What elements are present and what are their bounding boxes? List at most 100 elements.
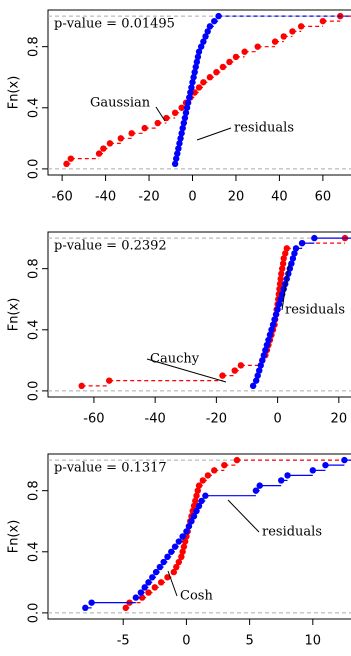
point [185, 523, 193, 530]
point [122, 604, 129, 612]
point [215, 12, 222, 20]
point [297, 23, 305, 30]
point [184, 99, 192, 106]
point [226, 58, 233, 66]
point [241, 48, 248, 55]
point [194, 53, 202, 61]
y-tick-label: 0.4 [27, 541, 42, 562]
point [322, 461, 329, 469]
point [259, 357, 266, 364]
point [179, 533, 186, 540]
point [254, 372, 261, 379]
point [174, 150, 181, 157]
point [176, 140, 183, 147]
point [138, 594, 146, 601]
point [82, 604, 89, 612]
point [271, 38, 279, 45]
label-arrow [227, 499, 260, 533]
point [202, 33, 209, 40]
point [160, 558, 167, 566]
label-arrow [167, 570, 178, 597]
point [188, 518, 195, 525]
point [260, 352, 268, 359]
point [128, 130, 135, 137]
point [206, 74, 214, 81]
point [282, 280, 289, 288]
point [204, 28, 211, 35]
series-label: Cosh [180, 589, 213, 604]
point [282, 250, 289, 257]
plot-area [48, 456, 351, 614]
label-arrow [281, 263, 290, 311]
point [189, 79, 196, 86]
x-tick-label: -5 [117, 634, 130, 649]
point [269, 321, 277, 328]
point [256, 367, 263, 374]
point [271, 316, 278, 323]
point [200, 38, 207, 45]
series-label: residuals [234, 121, 294, 136]
point [197, 43, 205, 50]
plot-frame [47, 9, 351, 176]
point [272, 311, 280, 318]
point [249, 382, 257, 390]
point [179, 548, 186, 555]
x-tick-label: -60 [83, 412, 104, 427]
point [67, 155, 75, 162]
point [291, 250, 298, 257]
series-label: Gaussian [90, 96, 151, 111]
point [175, 558, 183, 566]
point [182, 109, 190, 117]
point [157, 579, 165, 586]
point [219, 63, 227, 71]
point [151, 584, 159, 591]
label-arrow [146, 358, 227, 383]
annotation: p-value = 0.01495 [54, 17, 175, 32]
panel: Fn(x) 0.0 0.4 0.8 -60 -40 -20 0 20 Cauchy residual… [7, 231, 351, 427]
point [192, 63, 199, 71]
point [171, 109, 179, 117]
point [278, 265, 286, 272]
point [175, 145, 182, 152]
point [141, 124, 148, 132]
point [195, 84, 203, 91]
point [175, 538, 183, 545]
point [211, 17, 218, 25]
annotation: p-value = 0.2392 [54, 239, 167, 254]
point [280, 255, 287, 262]
x-tick-label: 20 [331, 412, 348, 427]
point [193, 58, 201, 66]
y-tick-label: 0.4 [27, 319, 42, 340]
point [178, 130, 185, 137]
point [78, 382, 85, 390]
point [106, 140, 114, 147]
point [145, 579, 152, 586]
point [163, 114, 170, 122]
point [188, 84, 195, 91]
point [88, 599, 95, 606]
x-tick-label: -60 [52, 190, 73, 205]
point [266, 331, 274, 339]
point [256, 482, 263, 489]
point [106, 377, 113, 384]
point [195, 48, 203, 55]
point [178, 104, 185, 111]
y-tick-label: 0.8 [27, 480, 42, 501]
x-tick-label: 20 [228, 190, 245, 205]
y-axis-label: Fn(x) [7, 76, 22, 110]
point [195, 482, 203, 489]
point [173, 155, 180, 162]
point [178, 553, 185, 561]
x-tick-label: 60 [315, 190, 332, 205]
point [170, 568, 177, 576]
y-tick-label: 0.8 [27, 36, 42, 57]
point [298, 239, 306, 247]
label-arrow [196, 127, 232, 141]
point [173, 563, 180, 571]
point [252, 377, 260, 384]
point [152, 568, 160, 576]
point [164, 553, 171, 561]
x-tick-label: 0 [182, 634, 190, 649]
label-arrow [155, 106, 166, 122]
